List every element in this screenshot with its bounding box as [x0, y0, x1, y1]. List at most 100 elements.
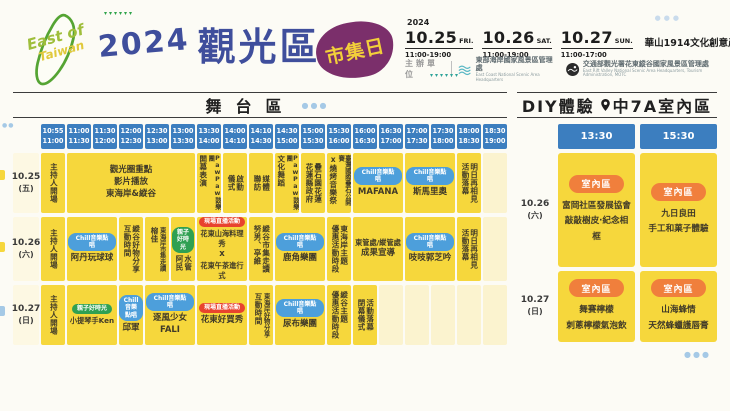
cell-text: 吱吱郭芝吟: [409, 253, 452, 265]
cell-text: 疊石園花蓮 花蓮縣政府: [304, 163, 323, 203]
stage-cell: 明日再相見 活動落幕: [457, 217, 481, 281]
diy-card-text: 山海蜂情 天然蜂蠟護唇膏: [648, 303, 708, 334]
cell-line: 花東午茶進行式: [200, 261, 244, 281]
cell-text: 媒體 聯訪: [252, 175, 271, 191]
diy-section: DIY體驗 中7A室內區 13:30 15:30 10.26 (六) 室內區 富岡社區發展…: [517, 92, 717, 345]
main-title: 2024 觀光區 市集日: [96, 15, 399, 85]
stage-cell: 主持人開場: [41, 285, 65, 345]
time-start: 11:00: [68, 127, 90, 136]
cell-text: 花東山海料理秀 x 花東午茶進行式: [198, 229, 246, 281]
cell-line: PawPaw鼓樂團: [285, 155, 299, 210]
cell-line: 優惠活動時段: [331, 291, 340, 339]
venue-name: 華山1914文化創意產業園區: [644, 38, 730, 49]
cell-text: 斯馬里奧: [413, 187, 447, 199]
diy-card-text: 富岡社區發展協會 敲敲樹皮·紀念相框: [562, 199, 631, 245]
stage-section: 舞台區 10:5511:0011:0011:3011:3012:0012:001…: [11, 92, 507, 345]
schedule-area: 舞台區 10:5511:0011:0011:3011:3012:0012:001…: [11, 92, 717, 345]
cell-line: 小提琴手Ken: [69, 316, 115, 326]
stage-time-slot: 16:00 16:30: [353, 124, 377, 149]
stage-section-title: 舞台區: [13, 92, 507, 118]
stage-cell: Chill音樂點唱 邱軍: [119, 285, 143, 345]
stage-cell: 東海岸主題 優惠活動時段: [327, 217, 351, 281]
cell-line: 花蓮縣政府: [305, 163, 314, 203]
time-end: 16:00: [328, 136, 350, 145]
diy-card: 室內區 舞賽檸檬 刺蔥檸檬氣泡飲: [558, 271, 635, 342]
cell-text: 東管處/縱管處 成果宣導: [355, 238, 401, 260]
cell-line: 閉幕儀式: [357, 299, 366, 331]
stage-cell: 明日再相見 活動落幕: [457, 153, 481, 213]
dates-year: 2024: [407, 18, 430, 27]
time-start: 14:10: [250, 127, 272, 136]
time-start: 14:00: [224, 127, 246, 136]
time-end: 14:00: [198, 136, 220, 145]
time-end: 14:30: [250, 136, 272, 145]
stage-time-slot: 18:00 18:30: [457, 124, 481, 149]
diy-card-line: 天然蜂蠟護唇膏: [648, 320, 709, 331]
cell-line: 成果宣導: [360, 248, 395, 259]
time-end: 12:00: [94, 136, 116, 145]
divider: [450, 61, 452, 78]
stage-cell: 啟動 儀式: [223, 153, 247, 213]
badge-chill: Chill音樂點唱: [276, 299, 324, 318]
stage-cell: 媒體 聯訪: [249, 153, 273, 213]
stage-time-slot: 17:30 18:00: [431, 124, 455, 149]
cell-text: 東海岸市集走讀 榕佳: [149, 226, 166, 271]
badge-family: 親子好時光: [172, 227, 194, 253]
cell-text: 活動落幕 閉幕儀式: [356, 299, 375, 331]
time-start: 13:00: [172, 127, 194, 136]
stage-cell: 臺灣國際疊石公開賽 x燒烤音樂祭: [327, 153, 351, 213]
cell-text: 縱谷好物分享 互動時間: [122, 225, 141, 273]
time-start: 15:00: [302, 127, 324, 136]
stage-cell: PawPaw鼓樂團 開幕表演: [197, 153, 221, 213]
stage-cell: 疊石園花蓮 花蓮縣政府: [301, 153, 325, 213]
cell-text: 縱谷主題 優惠活動時段: [330, 291, 349, 339]
stage-time-slot: 14:30 15:00: [275, 124, 299, 149]
cell-text: 鹿角樂團: [283, 253, 317, 265]
cell-line: 媒體: [261, 175, 271, 191]
cell-text: 縱谷市集走讀 努男、亭維: [252, 225, 271, 273]
cell-line: 東海岸&縱谷: [106, 188, 156, 199]
time-start: 18:00: [458, 127, 480, 136]
cell-line: 花東好買秀: [200, 315, 244, 326]
stage-time-slot: 10:55 11:00: [41, 124, 65, 149]
cell-line: 主持人開場: [49, 295, 59, 335]
stage-time-slot: 12:00 12:30: [119, 124, 143, 149]
row-date: 10.27: [11, 303, 41, 314]
cell-line: 東海岸主題: [339, 225, 349, 265]
cell-text: 臺灣國際疊石公開賽 x燒烤音樂祭: [328, 155, 351, 211]
diy-card-line: 敲敲樹皮·紀念相框: [564, 216, 629, 242]
cell-line: 明日再相見: [469, 229, 479, 269]
title-year: 2024: [96, 22, 191, 65]
time-end: 11:30: [68, 136, 90, 145]
date-number: 10.25: [405, 28, 458, 47]
cell-line: 儀式: [227, 175, 236, 191]
stage-cell: Chill音樂點唱 鹿角樂團: [275, 217, 325, 281]
cell-line: 阿丹玩球球: [70, 253, 114, 264]
stage-cell-empty: [483, 217, 507, 281]
cell-line: 榕佳: [150, 226, 159, 243]
diy-card-text: 九日良田 手工和菓子體驗: [648, 207, 708, 238]
cell-line: 縱谷主題: [339, 291, 349, 323]
cell-line: 阿民: [175, 254, 184, 271]
cell-line: 斯馬里奧: [412, 187, 447, 198]
cell-text: 主持人開場: [49, 295, 58, 335]
badge-live: 現場直播活動: [198, 217, 245, 228]
edge-tick-decoration: [0, 242, 5, 252]
row-date: 10.26: [11, 237, 41, 248]
date-hours: 11:00-19:00: [405, 51, 452, 59]
cell-line: 互動時間: [123, 225, 132, 257]
cell-line: 影片播放: [113, 177, 148, 188]
cell-line: 水管: [183, 254, 193, 271]
cell-text: 觀光圈重點 影片播放 東海岸&縱谷: [106, 165, 156, 201]
stage-time-slot: 16:30 17:00: [379, 124, 403, 149]
date-hours: 11:00-17:00: [560, 51, 607, 59]
stage-time-slot: 18:30 19:00: [483, 124, 507, 149]
cell-line: 花東山海料理秀: [200, 229, 244, 249]
badge-chill: Chill音樂點唱: [146, 293, 194, 312]
badge-chill: Chill音樂點唱: [276, 233, 324, 252]
stage-time-slot: 12:30 13:00: [145, 124, 169, 149]
stage-cell: 現場直播活動 花東好買秀: [197, 285, 247, 345]
cell-line: x燒烤音樂祭: [328, 155, 338, 205]
time-start: 17:30: [432, 127, 454, 136]
diy-card: 室內區 九日良田 手工和菓子體驗: [640, 153, 717, 267]
